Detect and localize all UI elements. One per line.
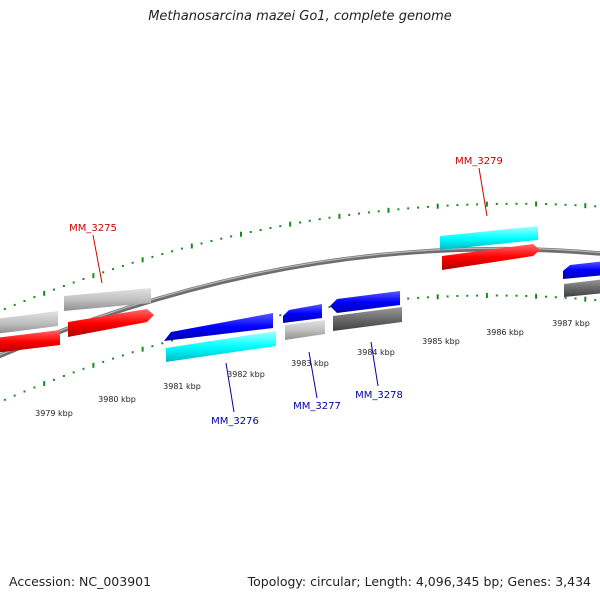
tick-label-3979: 3979 kbp	[35, 409, 73, 418]
tick-label-3981: 3981 kbp	[163, 382, 201, 391]
gene-mm3275-cds-feature	[0, 311, 58, 334]
gene-mm3275-gene-feature	[0, 330, 60, 353]
gene-label-mm3276[interactable]: MM_3276	[211, 416, 259, 427]
gene-label-mm3279[interactable]: MM_3279	[455, 156, 503, 167]
tick-label-3982: 3982 kbp	[227, 370, 265, 379]
gene-label-mm3277[interactable]: MM_3277	[293, 401, 341, 412]
mm3279-leader-line	[478, 167, 488, 217]
gene-mm3276-gene-feature	[164, 313, 273, 341]
tick-label-3984: 3984 kbp	[357, 348, 395, 357]
gene-mm3278-gene-feature	[330, 291, 400, 313]
accession-text: Accession: NC_003901	[9, 574, 152, 589]
gene-mm3279-gene-feature	[442, 244, 540, 270]
mm3276-leader-line	[225, 362, 235, 413]
gene-mm3277-gene-feature	[283, 304, 322, 323]
mm3278-leader-line	[370, 341, 379, 387]
genome-summary-text: Topology: circular; Length: 4,096,345 bp…	[247, 574, 591, 589]
map-title: Methanosarcina mazei Go1, complete genom…	[148, 9, 452, 24]
gene-label-mm3275[interactable]: MM_3275	[69, 223, 117, 234]
tick-label-3980: 3980 kbp	[98, 395, 136, 404]
mm3277-leader-line	[308, 351, 318, 399]
tick-label-3986: 3986 kbp	[486, 328, 524, 337]
tick-label-3987: 3987 kbp	[552, 319, 590, 328]
gene-reverse-edge-feature	[563, 261, 600, 279]
forward-tick-track	[3, 201, 597, 310]
tick-label-3985: 3985 kbp	[422, 337, 460, 346]
mm3275-leader-line	[92, 234, 103, 284]
gene-mm3279-cds-feature	[440, 226, 538, 250]
gene-mm3277-cds-feature	[285, 320, 325, 340]
gene-forward-cds-feature	[64, 288, 151, 311]
gene-mm3278-cds-feature	[333, 307, 402, 331]
gene-mm3276-cds-feature	[166, 331, 276, 362]
gene-label-mm3278[interactable]: MM_3278	[355, 390, 403, 401]
gene-forward-gene-feature	[68, 309, 154, 337]
gene-reverse-edge-cds-feature	[564, 279, 600, 297]
tick-label-3983: 3983 kbp	[291, 359, 329, 368]
